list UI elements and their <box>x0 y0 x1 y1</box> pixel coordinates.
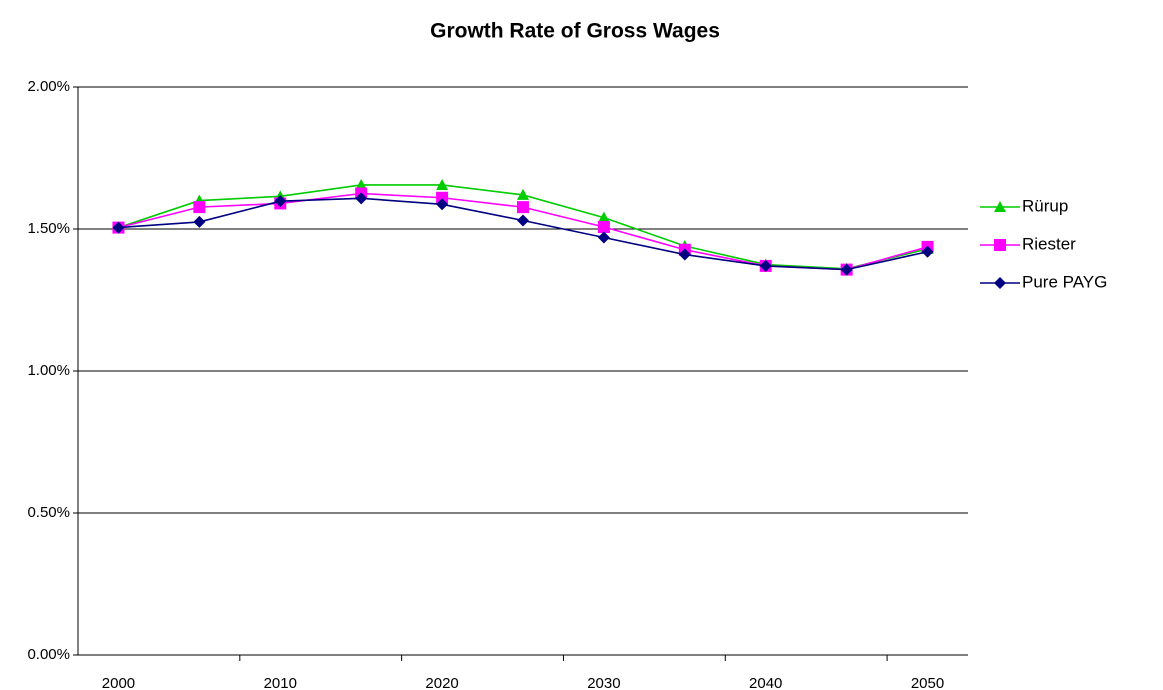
data-point <box>840 263 853 276</box>
y-tick-label: 0.00% <box>27 646 70 663</box>
data-point <box>436 191 449 204</box>
x-tick-label: 2010 <box>264 675 297 690</box>
legend-label: Riester <box>1022 234 1076 253</box>
data-point <box>355 178 368 190</box>
data-point <box>517 214 529 227</box>
data-point <box>517 188 529 200</box>
data-point <box>436 198 449 211</box>
legend-label: Rürup <box>1022 196 1068 215</box>
data-point <box>436 178 449 190</box>
legend-label: Pure PAYG <box>1022 272 1107 291</box>
data-point <box>678 248 691 261</box>
data-point <box>274 195 287 208</box>
legend-marker <box>994 277 1006 289</box>
data-point <box>597 211 610 223</box>
y-tick-label: 1.00% <box>27 362 70 379</box>
legend-marker <box>994 201 1006 212</box>
data-point <box>355 192 368 205</box>
data-point <box>193 215 206 228</box>
data-point <box>921 245 934 258</box>
y-tick-label: 0.50% <box>27 504 70 521</box>
x-tick-label: 2000 <box>102 675 135 690</box>
data-point <box>112 221 125 234</box>
chart-title: Growth Rate of Gross Wages <box>430 20 720 43</box>
data-point <box>759 259 772 272</box>
y-tick-label: 2.00% <box>27 78 70 95</box>
data-point <box>517 201 529 214</box>
x-tick-label: 2030 <box>587 675 620 690</box>
data-point <box>597 231 610 244</box>
y-tick-label: 1.50% <box>27 220 70 237</box>
x-tick-label: 2050 <box>911 675 944 690</box>
data-point <box>597 221 610 234</box>
x-tick-label: 2040 <box>749 675 782 690</box>
data-point <box>193 201 206 214</box>
legend-marker <box>994 239 1006 251</box>
x-tick-label: 2020 <box>425 675 458 690</box>
